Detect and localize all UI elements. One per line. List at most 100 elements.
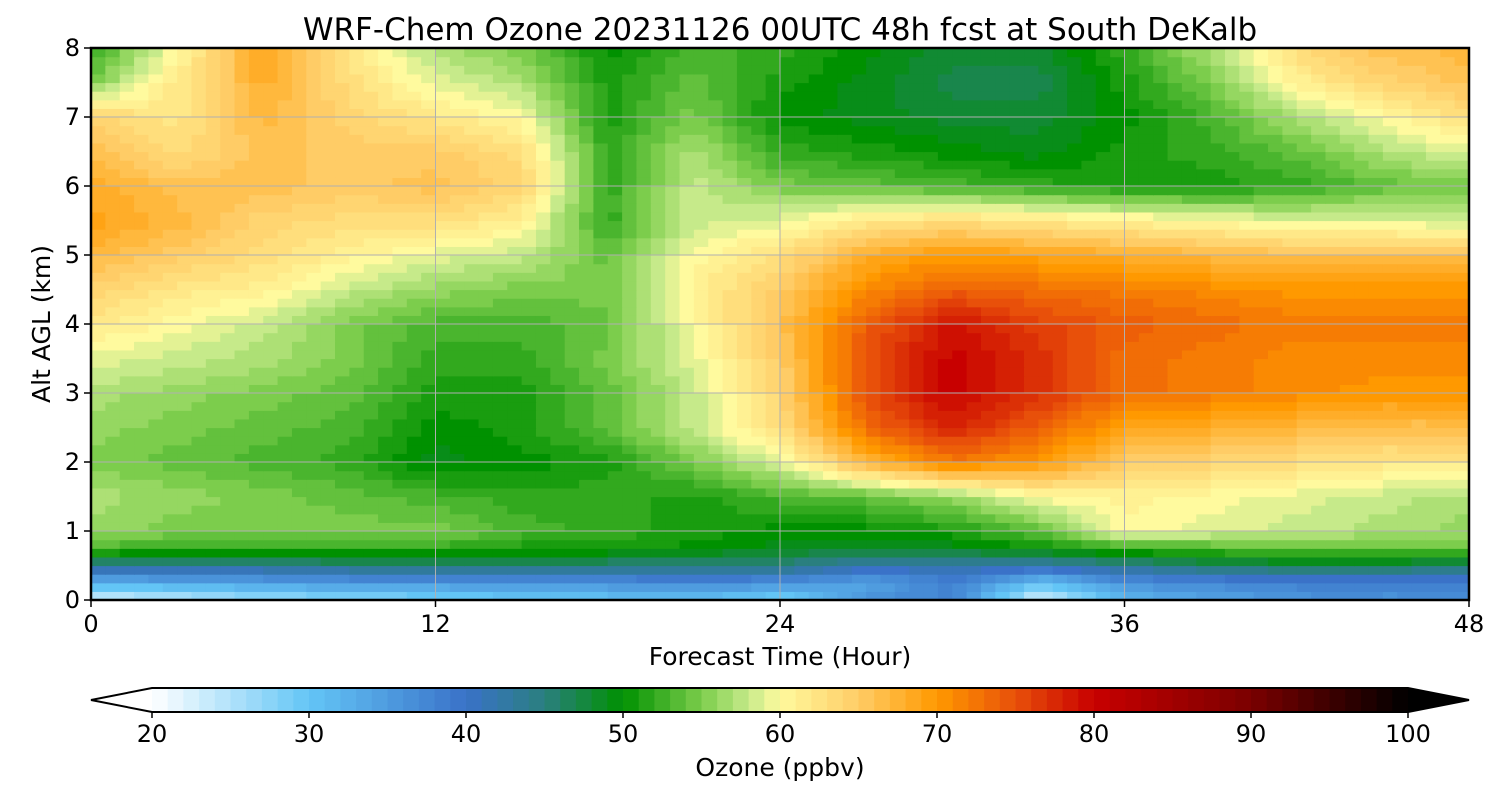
heatmap-cell bbox=[1425, 462, 1441, 472]
heatmap-cell bbox=[1196, 341, 1212, 351]
heatmap-cell bbox=[995, 384, 1011, 394]
heatmap-cell bbox=[564, 436, 580, 446]
heatmap-cell bbox=[1325, 487, 1341, 498]
heatmap-cell bbox=[1024, 289, 1039, 299]
heatmap-cell bbox=[966, 168, 982, 178]
heatmap-cell bbox=[521, 151, 537, 161]
heatmap-cell bbox=[320, 186, 336, 196]
heatmap-cell bbox=[980, 160, 996, 170]
heatmap-cell bbox=[464, 591, 480, 601]
heatmap-cell bbox=[894, 479, 910, 489]
heatmap-cell bbox=[837, 470, 853, 480]
heatmap-cell bbox=[291, 246, 307, 256]
heatmap-cell bbox=[421, 263, 437, 273]
heatmap-cell bbox=[177, 522, 193, 532]
heatmap-cell bbox=[1067, 522, 1083, 532]
heatmap-cell bbox=[952, 462, 968, 472]
heatmap-cell bbox=[1224, 272, 1240, 282]
heatmap-cell bbox=[378, 229, 394, 239]
heatmap-cell bbox=[880, 531, 896, 541]
heatmap-cell bbox=[248, 280, 264, 291]
heatmap-cell bbox=[593, 479, 609, 489]
heatmap-cell bbox=[966, 315, 982, 325]
heatmap-cell bbox=[421, 332, 437, 342]
heatmap-cell bbox=[693, 246, 709, 256]
heatmap-cell bbox=[593, 522, 609, 532]
heatmap-cell bbox=[177, 487, 193, 498]
heatmap-cell bbox=[1038, 220, 1054, 230]
heatmap-cell bbox=[952, 513, 968, 523]
heatmap-cell bbox=[1440, 324, 1456, 334]
heatmap-cell bbox=[593, 582, 609, 592]
heatmap-cell bbox=[980, 255, 996, 265]
heatmap-cell bbox=[909, 315, 925, 325]
heatmap-cell bbox=[923, 565, 939, 575]
heatmap-cell bbox=[808, 462, 824, 472]
heatmap-cell bbox=[880, 462, 896, 472]
heatmap-cell bbox=[693, 280, 709, 291]
heatmap-cell bbox=[665, 531, 681, 541]
heatmap-cell bbox=[248, 444, 264, 454]
heatmap-cell bbox=[622, 393, 638, 403]
heatmap-cell bbox=[894, 229, 910, 239]
heatmap-cell bbox=[923, 168, 939, 178]
heatmap-cell bbox=[722, 522, 738, 532]
heatmap-cell bbox=[1354, 470, 1370, 480]
heatmap-cell bbox=[1210, 151, 1226, 161]
heatmap-cell bbox=[406, 255, 422, 265]
heatmap-cell bbox=[306, 246, 322, 256]
heatmap-cell bbox=[205, 410, 221, 420]
heatmap-cell bbox=[808, 565, 824, 575]
heatmap-cell bbox=[980, 444, 996, 454]
heatmap-cell bbox=[535, 384, 551, 394]
heatmap-cell bbox=[1253, 384, 1269, 394]
heatmap-cell bbox=[937, 462, 953, 472]
heatmap-cell bbox=[980, 410, 996, 420]
heatmap-cell bbox=[937, 548, 953, 558]
heatmap-cell bbox=[291, 375, 307, 385]
heatmap-cell bbox=[722, 496, 738, 506]
heatmap-cell bbox=[507, 436, 523, 446]
heatmap-cell bbox=[1167, 436, 1183, 446]
heatmap-cell bbox=[636, 229, 652, 239]
heatmap-cell bbox=[1124, 444, 1140, 454]
heatmap-cell bbox=[1153, 410, 1169, 420]
heatmap-cell bbox=[751, 479, 767, 489]
heatmap-cell bbox=[248, 393, 264, 403]
heatmap-cell bbox=[866, 565, 882, 575]
heatmap-cell bbox=[1095, 341, 1111, 351]
heatmap-cell bbox=[105, 229, 121, 239]
heatmap-cell bbox=[248, 151, 264, 161]
heatmap-cell bbox=[492, 479, 508, 489]
heatmap-cell bbox=[722, 237, 738, 247]
heatmap-cell bbox=[148, 522, 164, 532]
heatmap-cell bbox=[564, 522, 580, 532]
heatmap-cell bbox=[1311, 289, 1327, 299]
heatmap-cell bbox=[751, 531, 767, 541]
heatmap-cell bbox=[1397, 470, 1413, 480]
heatmap-cell bbox=[105, 565, 121, 575]
heatmap-cell bbox=[1024, 548, 1039, 558]
heatmap-cell bbox=[636, 418, 652, 429]
heatmap-cell bbox=[650, 531, 666, 541]
heatmap-cell bbox=[507, 375, 523, 385]
heatmap-cell bbox=[1296, 203, 1312, 213]
heatmap-cell bbox=[923, 194, 939, 204]
heatmap-cell bbox=[205, 418, 221, 429]
heatmap-cell bbox=[650, 306, 666, 316]
heatmap-cell bbox=[794, 401, 810, 411]
heatmap-cell bbox=[320, 229, 336, 239]
heatmap-cell bbox=[579, 470, 594, 480]
heatmap-cell bbox=[765, 418, 781, 429]
heatmap-cell bbox=[1425, 487, 1441, 498]
heatmap-cell bbox=[1296, 349, 1312, 360]
heatmap-cell bbox=[134, 470, 150, 480]
heatmap-cell bbox=[1224, 168, 1240, 178]
heatmap-cell bbox=[708, 203, 724, 213]
heatmap-cell bbox=[1110, 453, 1126, 463]
heatmap-cell bbox=[1081, 479, 1097, 489]
heatmap-cell bbox=[1325, 539, 1341, 549]
heatmap-cell bbox=[378, 531, 394, 541]
heatmap-cell bbox=[1024, 393, 1039, 403]
heatmap-cell bbox=[349, 220, 365, 230]
